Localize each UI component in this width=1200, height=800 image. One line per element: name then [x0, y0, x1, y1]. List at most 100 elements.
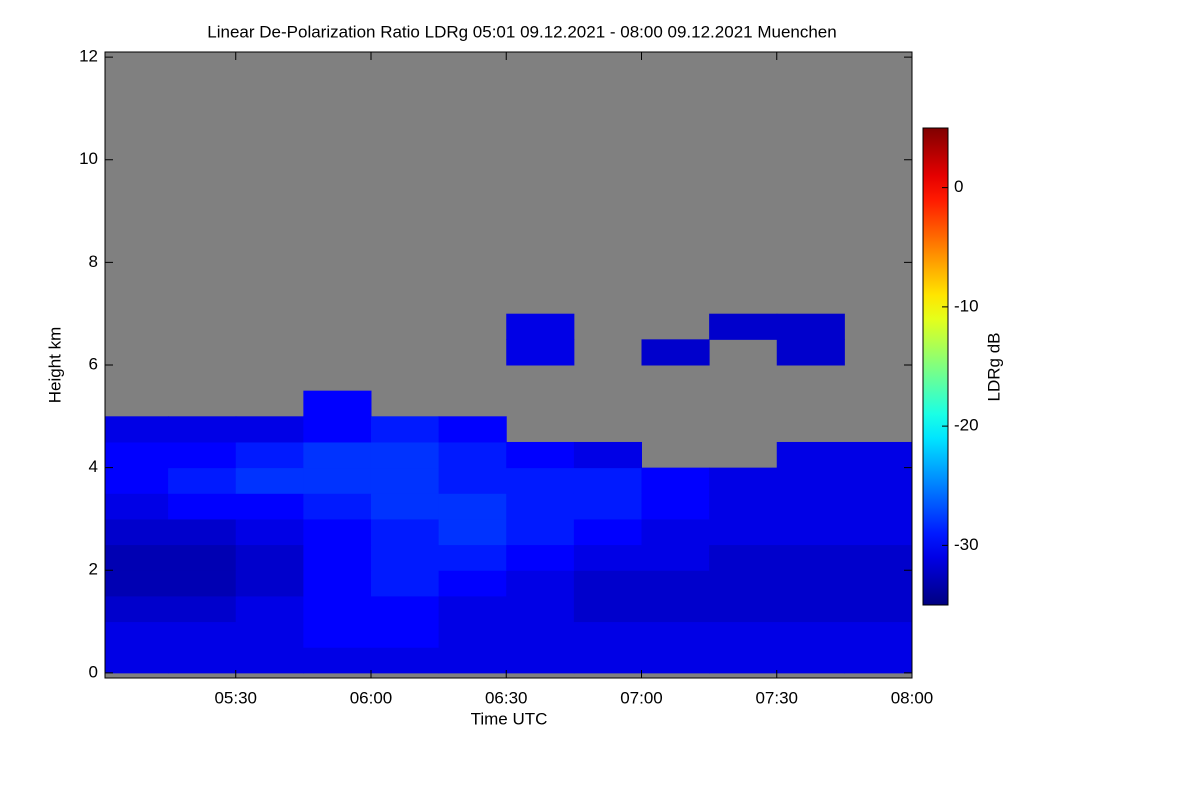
heatmap-cell: [438, 570, 507, 597]
y-tick-label: 6: [89, 354, 98, 373]
heatmap-cell: [776, 544, 845, 571]
heatmap-cell: [641, 570, 710, 597]
heatmap-cell: [641, 621, 710, 648]
heatmap-cell: [844, 518, 913, 546]
heatmap-cell: [370, 595, 440, 623]
y-axis-label: Height km: [45, 327, 64, 404]
heatmap-cell: [105, 518, 169, 546]
heatmap-cell: [168, 544, 237, 571]
heatmap-cell: [303, 493, 372, 520]
heatmap-cell: [303, 518, 372, 546]
y-tick-label: 10: [79, 149, 98, 168]
chart-title: Linear De-Polarization Ratio LDRg 05:01 …: [207, 22, 836, 41]
heatmap-cell: [776, 441, 845, 469]
colorbar-tick-label: -10: [954, 296, 979, 315]
heatmap-cell: [709, 570, 778, 597]
x-tick-label: 08:00: [891, 688, 934, 707]
colorbar-tick-label: 0: [954, 177, 963, 196]
heatmap-cell: [105, 416, 169, 443]
heatmap-cell: [235, 467, 304, 494]
heatmap-cell: [709, 518, 778, 546]
heatmap-cell: [370, 570, 440, 597]
heatmap-cell: [573, 647, 642, 674]
heatmap-cell: [168, 570, 237, 597]
heatmap-cell: [370, 493, 440, 520]
heatmap-cell: [844, 467, 913, 494]
heatmap-cell: [573, 493, 642, 520]
heatmap-cell: [506, 441, 575, 469]
heatmap-cell: [506, 493, 575, 520]
heatmap-cell: [370, 467, 440, 494]
heatmap-cell: [776, 339, 845, 366]
heatmap-cell: [506, 647, 575, 674]
heatmap-cell: [105, 595, 169, 623]
heatmap-cell: [776, 647, 845, 674]
heatmap-cell: [844, 544, 913, 571]
colorbar-tick-label: -30: [954, 535, 979, 554]
y-tick-label: 8: [89, 252, 98, 271]
heatmap-cell: [776, 570, 845, 597]
heatmap-cell: [438, 621, 507, 648]
heatmap-cell: [709, 467, 778, 494]
heatmap-cell: [506, 595, 575, 623]
heatmap-cell: [641, 647, 710, 674]
heatmap-cell: [235, 570, 304, 597]
heatmap-cell: [709, 595, 778, 623]
heatmap-cell: [168, 621, 237, 648]
colorbar-tick-label: -20: [954, 416, 979, 435]
heatmap-cell: [844, 441, 913, 469]
heatmap-cell: [776, 595, 845, 623]
heatmap-cell: [105, 544, 169, 571]
heatmap-cell: [641, 493, 710, 520]
heatmap-cell: [168, 416, 237, 443]
heatmap-cell: [709, 647, 778, 674]
heatmap-cell: [235, 544, 304, 571]
heatmap-cell: [438, 493, 507, 520]
heatmap-cell: [105, 621, 169, 648]
heatmap-cell: [168, 441, 237, 469]
heatmap-cell: [641, 544, 710, 571]
heatmap-cell: [573, 621, 642, 648]
heatmap-cell: [776, 518, 845, 546]
heatmap-cell: [303, 467, 372, 494]
heatmap-cell: [573, 570, 642, 597]
y-tick-label: 2: [89, 560, 98, 579]
heatmap-cell: [844, 595, 913, 623]
heatmap-cell: [370, 441, 440, 469]
heatmap-cell: [844, 493, 913, 520]
heatmap-cell: [303, 647, 372, 674]
heatmap-cell: [303, 416, 372, 443]
heatmap-cell: [506, 313, 575, 340]
heatmap-cell: [105, 493, 169, 520]
heatmap-cell: [641, 595, 710, 623]
heatmap-cell: [370, 518, 440, 546]
heatmap-cell: [776, 313, 845, 340]
heatmap-cell: [438, 467, 507, 494]
heatmap-cell: [776, 467, 845, 494]
heatmap-cell: [573, 467, 642, 494]
heatmap-cell: [709, 621, 778, 648]
heatmap-cell: [235, 518, 304, 546]
heatmap-cell: [506, 518, 575, 546]
heatmap-cell: [303, 570, 372, 597]
heatmap-cell: [709, 313, 778, 340]
heatmap-cell: [235, 441, 304, 469]
heatmap-cell: [370, 544, 440, 571]
heatmap-cell: [105, 441, 169, 469]
heatmap-cell: [641, 518, 710, 546]
heatmap-cell: [438, 441, 507, 469]
heatmap-cell: [573, 595, 642, 623]
heatmap-cell: [235, 493, 304, 520]
heatmap-cell: [303, 441, 372, 469]
heatmap-cell: [105, 570, 169, 597]
y-tick-label: 0: [89, 662, 98, 681]
heatmap-cell: [303, 621, 372, 648]
heatmap-cell: [105, 467, 169, 494]
x-tick-label: 06:30: [485, 688, 528, 707]
heatmap-cell: [168, 518, 237, 546]
heatmap-cell: [303, 544, 372, 571]
heatmap-cell: [506, 570, 575, 597]
heatmap-cell: [709, 544, 778, 571]
heatmap-cell: [235, 595, 304, 623]
heatmap-cell: [370, 416, 440, 443]
